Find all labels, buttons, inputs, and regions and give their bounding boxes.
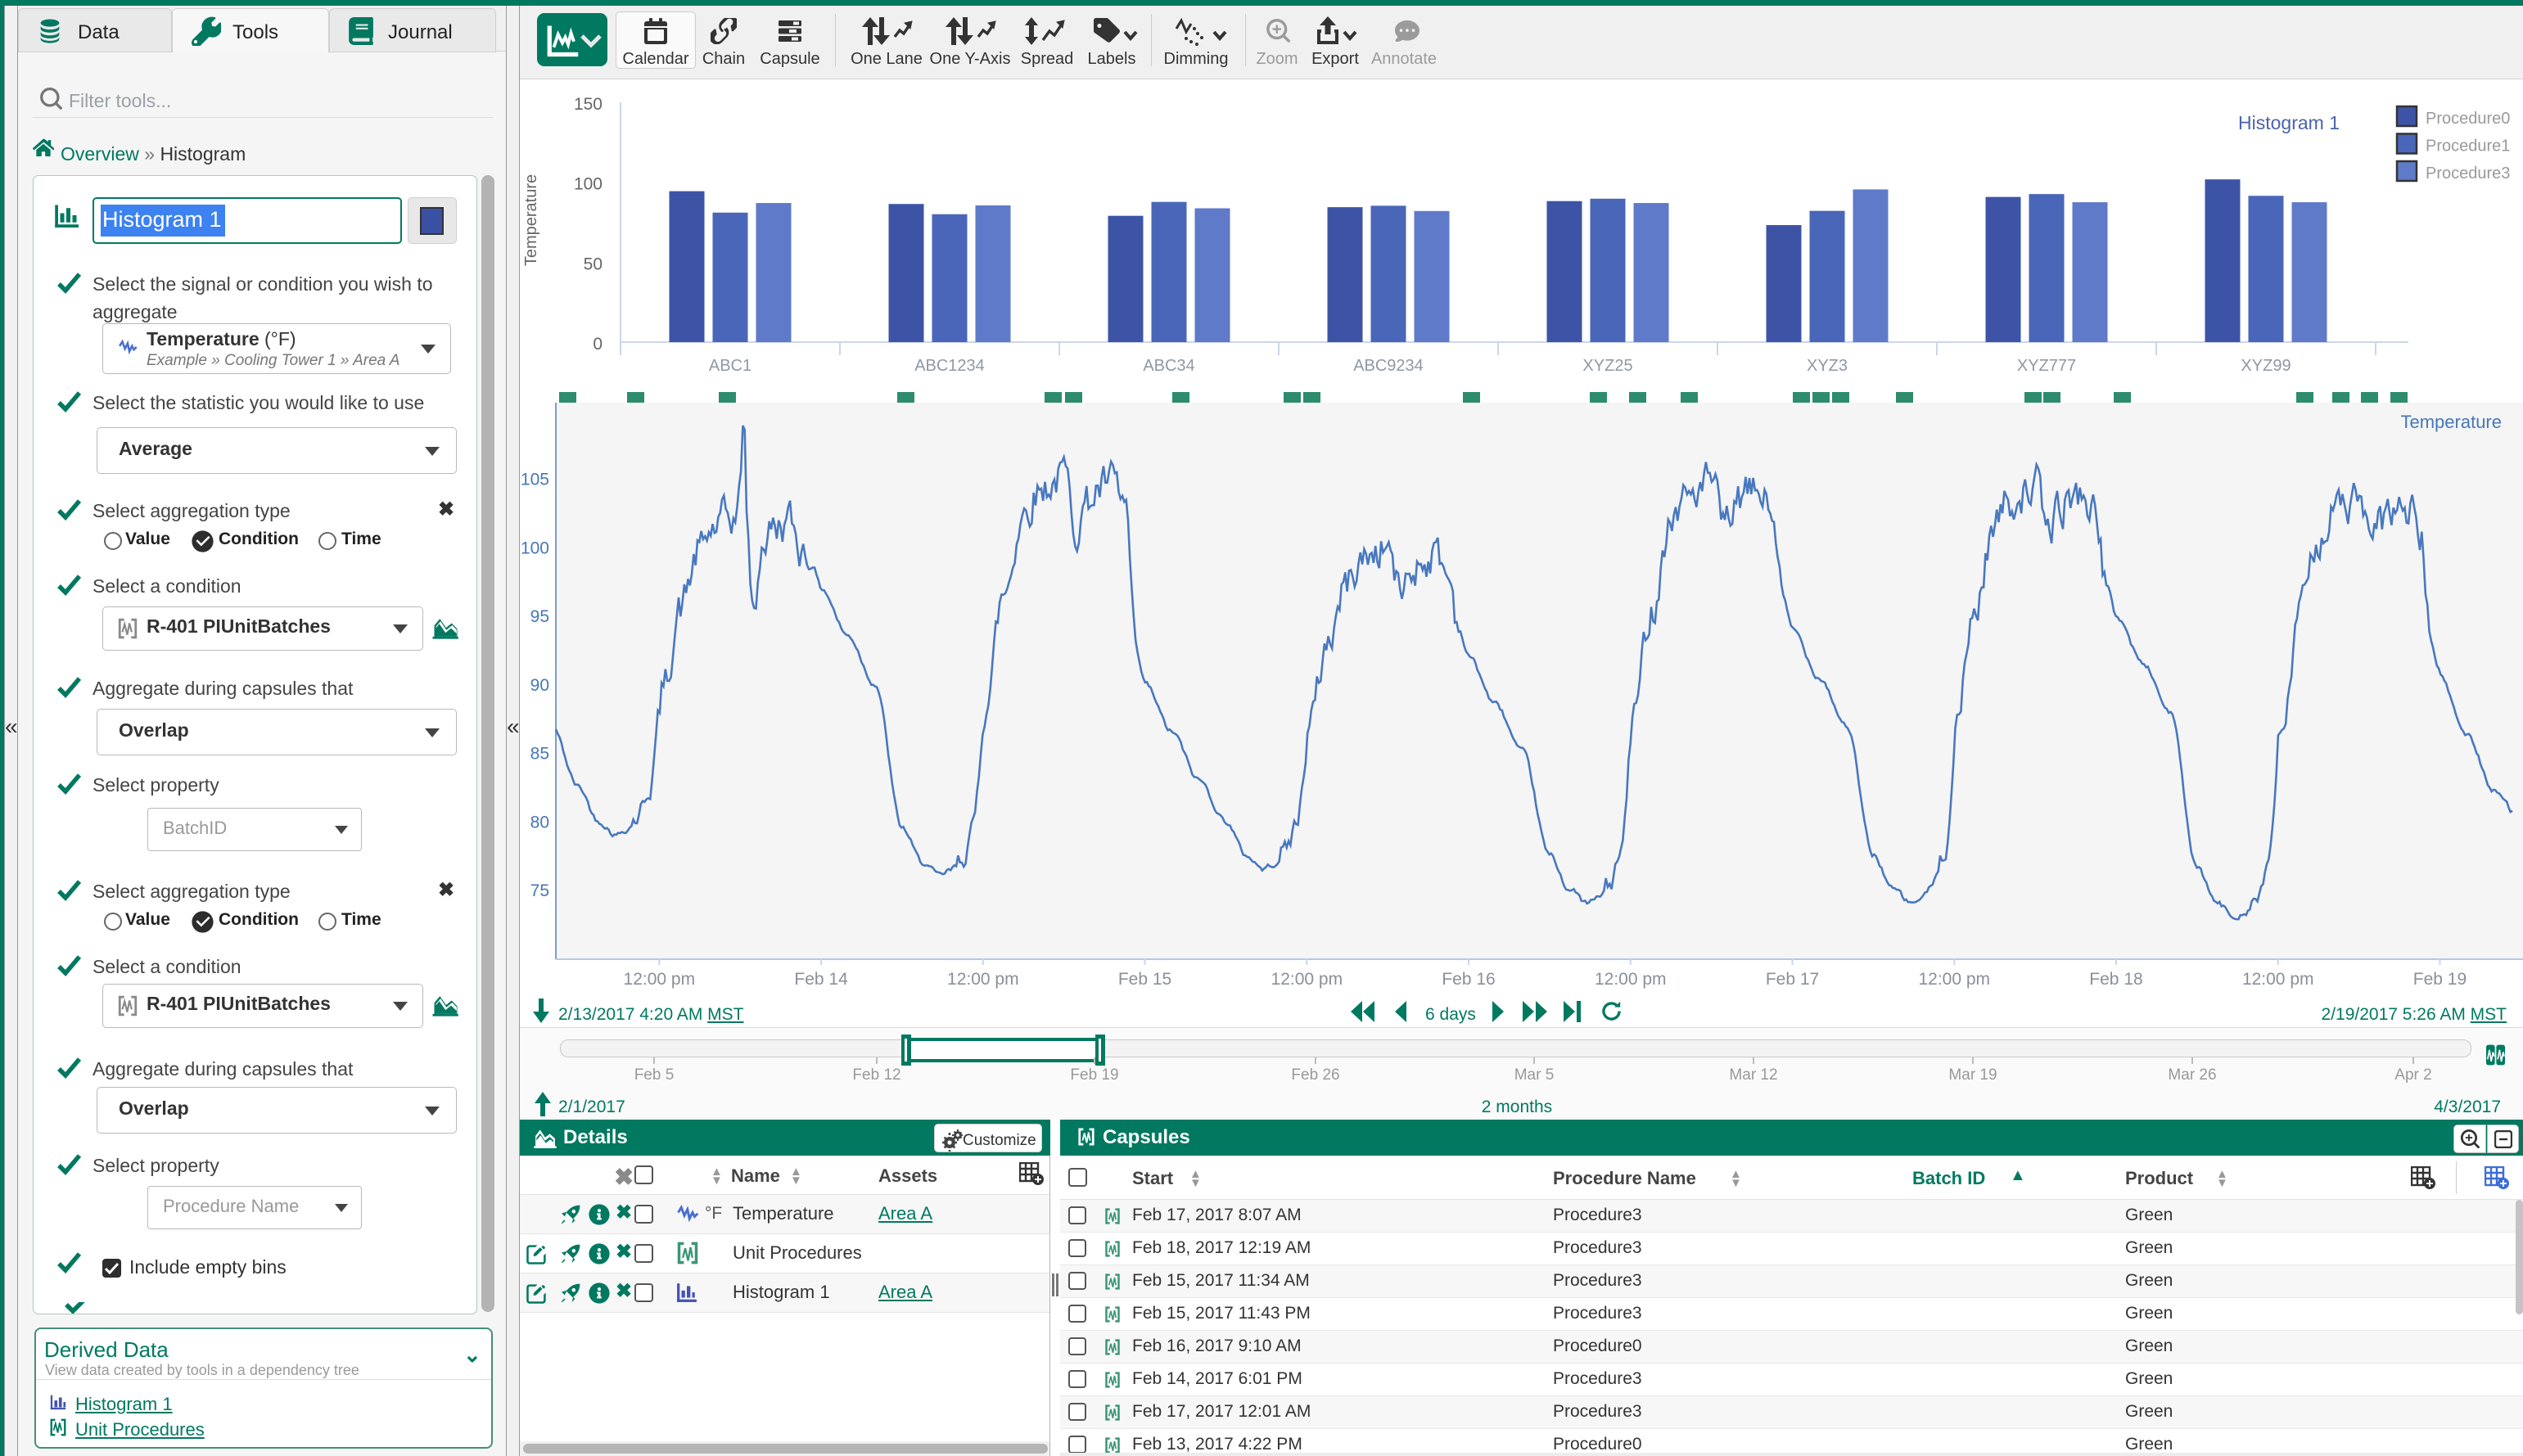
svg-text:12:00 pm: 12:00 pm <box>947 970 1019 989</box>
svg-text:ABC1: ABC1 <box>709 357 751 375</box>
svg-text:Procedure3: Procedure3 <box>2426 165 2510 183</box>
svg-text:12:00 pm: 12:00 pm <box>1595 970 1667 989</box>
svg-text:Feb 18: Feb 18 <box>2089 970 2142 989</box>
svg-text:50: 50 <box>584 255 603 273</box>
svg-text:0: 0 <box>593 335 603 354</box>
svg-text:Feb 19: Feb 19 <box>2413 970 2467 989</box>
svg-text:100: 100 <box>521 539 549 557</box>
svg-text:150: 150 <box>574 95 603 114</box>
svg-text:12:00 pm: 12:00 pm <box>2242 970 2314 989</box>
svg-text:Feb 17: Feb 17 <box>1766 970 1819 989</box>
svg-text:ABC1234: ABC1234 <box>914 357 985 375</box>
svg-text:90: 90 <box>530 676 549 695</box>
svg-text:XYZ3: XYZ3 <box>1807 357 1848 375</box>
svg-text:12:00 pm: 12:00 pm <box>1918 970 1990 989</box>
svg-text:100: 100 <box>574 175 603 194</box>
svg-text:75: 75 <box>530 881 549 900</box>
svg-text:Histogram 1: Histogram 1 <box>2238 112 2340 133</box>
svg-text:Procedure1: Procedure1 <box>2426 137 2510 156</box>
svg-text:105: 105 <box>521 471 549 489</box>
svg-text:XYZ25: XYZ25 <box>1582 357 1632 375</box>
svg-text:Feb 15: Feb 15 <box>1118 970 1171 989</box>
svg-text:Feb 16: Feb 16 <box>1442 970 1495 989</box>
svg-text:Feb 14: Feb 14 <box>794 970 848 989</box>
svg-text:Temperature: Temperature <box>522 174 540 266</box>
svg-text:12:00 pm: 12:00 pm <box>1271 970 1343 989</box>
svg-text:95: 95 <box>530 607 549 626</box>
svg-text:12:00 pm: 12:00 pm <box>624 970 696 989</box>
svg-text:Procedure0: Procedure0 <box>2426 110 2510 128</box>
svg-text:XYZ777: XYZ777 <box>2017 357 2076 375</box>
svg-text:XYZ99: XYZ99 <box>2241 357 2291 375</box>
svg-text:ABC34: ABC34 <box>1143 357 1194 375</box>
svg-text:Temperature: Temperature <box>2400 412 2502 432</box>
svg-text:ABC9234: ABC9234 <box>1353 357 1424 375</box>
svg-text:80: 80 <box>530 813 549 832</box>
svg-text:85: 85 <box>530 745 549 764</box>
